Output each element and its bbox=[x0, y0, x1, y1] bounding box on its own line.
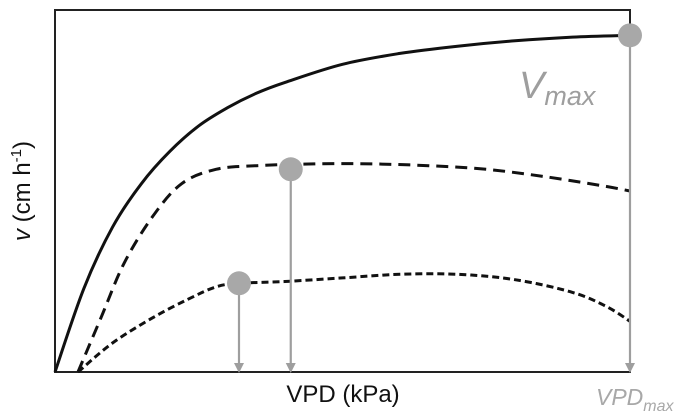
arrow-head-3 bbox=[234, 363, 244, 373]
vpdmax-sub: max bbox=[643, 398, 674, 415]
y-axis-label-text: (cm h bbox=[9, 162, 36, 229]
y-axis-label-sup: -1 bbox=[8, 149, 25, 162]
arrow-head-2 bbox=[285, 363, 296, 373]
marker-point-2 bbox=[278, 157, 303, 182]
y-axis-label: v (cm h-1) bbox=[8, 141, 36, 241]
drop-lines-group bbox=[234, 35, 635, 373]
markers-group bbox=[227, 23, 642, 296]
series-line-1-solid bbox=[53, 33, 631, 373]
vmax-sub: max bbox=[544, 81, 597, 111]
marker-point-3 bbox=[227, 271, 251, 296]
vmax-annotation: Vmax bbox=[519, 65, 597, 111]
series-line-3-short-dashed bbox=[77, 272, 631, 374]
series-line-2-dashed bbox=[76, 162, 631, 373]
vpdmax-annotation: VPDmax bbox=[596, 384, 675, 415]
arrow-head-1 bbox=[625, 363, 635, 373]
vpdmax-main: VPD bbox=[596, 384, 643, 410]
curves-group bbox=[53, 33, 631, 374]
vmax-main: V bbox=[519, 65, 548, 107]
y-axis-label-close: ) bbox=[9, 141, 36, 149]
y-axis-label-italic: v bbox=[9, 227, 36, 241]
marker-point-1 bbox=[618, 23, 642, 48]
x-axis-label: VPD (kPa) bbox=[286, 381, 399, 408]
